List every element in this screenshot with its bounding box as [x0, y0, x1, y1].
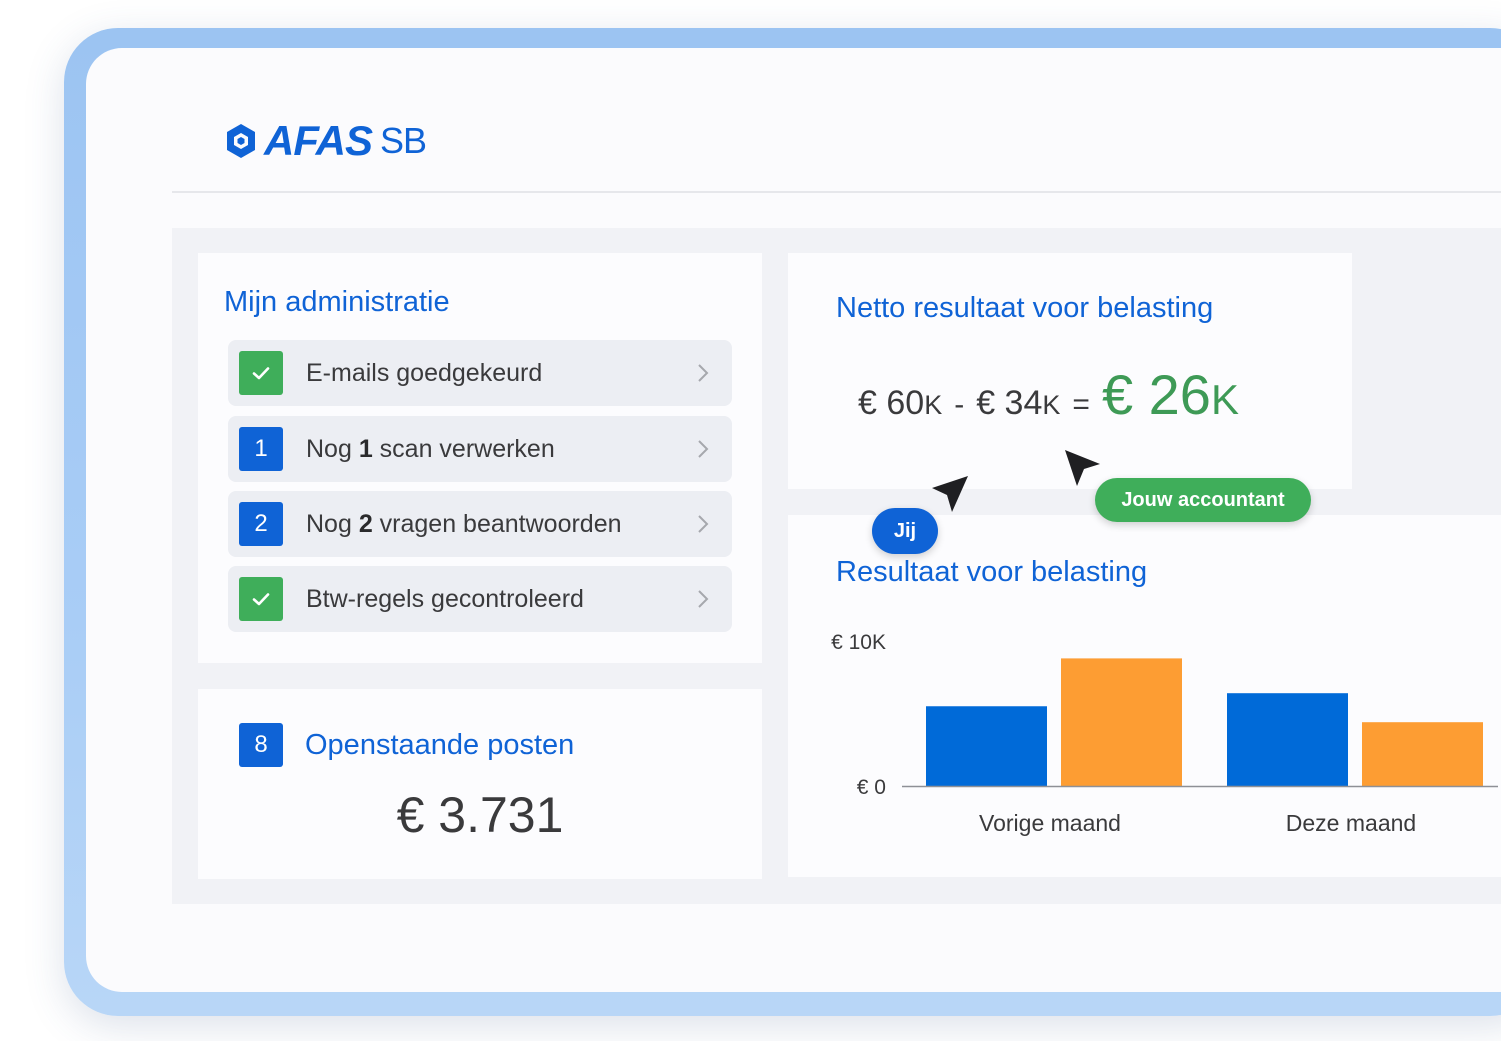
equals-operator: = [1072, 388, 1090, 421]
you-label: Jij [872, 508, 938, 554]
afas-logo[interactable]: AFAS SB [224, 117, 427, 164]
chart-title: Resultaat voor belasting [836, 556, 1148, 588]
net-result-title: Netto resultaat voor belasting [836, 292, 1214, 324]
x-tick-label: Deze maand [1286, 810, 1416, 836]
x-tick-label: Vorige maand [979, 810, 1121, 836]
bar [1227, 693, 1348, 786]
chevron-right-icon [698, 590, 709, 608]
header-divider [172, 191, 1501, 193]
chevron-right-icon [698, 440, 709, 458]
cursor-accountant-icon [1065, 450, 1100, 486]
admin-card-title: Mijn administratie [224, 286, 450, 318]
minus-operator: - [954, 388, 965, 421]
bar [1061, 658, 1182, 786]
bar [1362, 722, 1483, 786]
net-result-formula: € 60K - € 34K = € 26K [858, 362, 1239, 427]
y-tick-label: € 0 [857, 776, 886, 799]
task-vat-rules[interactable]: Btw-regels gecontroleerd [228, 566, 732, 632]
chevron-right-icon [698, 364, 709, 382]
revenue-value: € 60K [858, 384, 943, 422]
task-label: Btw-regels gecontroleerd [306, 585, 584, 613]
result-value: € 26K [1101, 363, 1239, 426]
task-label: Nog 1 scan verwerken [306, 435, 555, 463]
task-questions[interactable]: 2 Nog 2 vragen beantwoorden [228, 491, 732, 557]
accountant-label: Jouw accountant [1095, 478, 1311, 522]
task-label: E-mails goedgekeurd [306, 359, 543, 387]
check-icon [239, 577, 283, 621]
task-scan[interactable]: 1 Nog 1 scan verwerken [228, 416, 732, 482]
open-items-title[interactable]: Openstaande posten [305, 729, 575, 761]
count-badge: 1 [239, 427, 283, 471]
open-items-amount: € 3.731 [396, 787, 564, 843]
bar [926, 706, 1047, 786]
result-bar-chart: € 10K € 0 Vorige maand Deze maand [831, 631, 1498, 836]
open-items-count-badge: 8 [239, 723, 283, 767]
brand-suffix: SB [380, 120, 427, 161]
net-result-card [788, 253, 1352, 489]
check-icon [239, 351, 283, 395]
task-label: Nog 2 vragen beantwoorden [306, 510, 622, 538]
cursor-you-icon [932, 476, 968, 512]
chevron-right-icon [698, 515, 709, 533]
costs-value: € 34K [976, 384, 1061, 422]
open-items-card[interactable] [198, 689, 762, 879]
task-emails-approved[interactable]: E-mails goedgekeurd [228, 340, 732, 406]
hexagon-logo-icon [227, 124, 255, 158]
count-badge: 2 [239, 502, 283, 546]
brand-name: AFAS [264, 117, 373, 164]
y-tick-label: € 10K [831, 631, 886, 654]
